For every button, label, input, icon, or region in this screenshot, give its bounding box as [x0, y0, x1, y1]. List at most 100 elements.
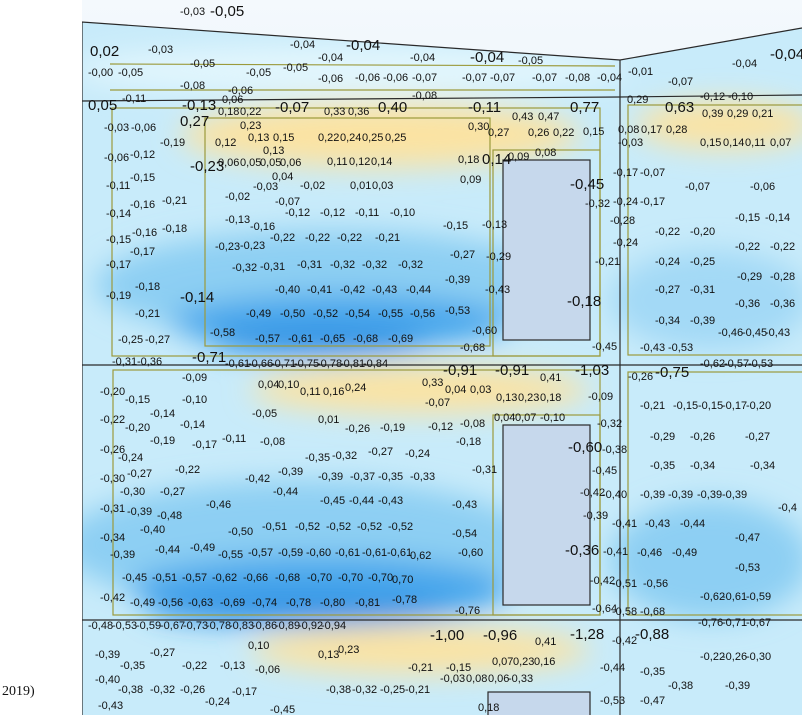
contour-value: -0,46: [206, 499, 231, 511]
contour-value: -0,27: [655, 284, 680, 296]
contour-value: -0,17: [192, 439, 217, 451]
contour-value: -0,32: [585, 198, 610, 210]
contour-value: -0,83: [229, 620, 254, 632]
contour-value: -0,24: [118, 452, 143, 464]
contour-value: -0,10: [728, 91, 753, 103]
contour-value: -0,43: [98, 700, 123, 712]
contour-value: -0,52: [357, 521, 382, 533]
contour-value: -0,56: [643, 578, 668, 590]
contour-value: -0,12: [130, 149, 155, 161]
contour-value: -0,39: [445, 274, 470, 286]
contour-value: -0,60: [458, 547, 483, 559]
contour-value: -0,71: [271, 358, 296, 370]
contour-value: -0,40: [95, 674, 120, 686]
contour-value: -0,22: [337, 232, 362, 244]
contour-value: -0,39: [722, 489, 747, 501]
contour-value: -0,45: [592, 465, 617, 477]
contour-value: -0,15: [106, 234, 131, 246]
contour-value: -0,12: [320, 207, 345, 219]
contour-value: -0,70: [368, 572, 393, 584]
contour-value: -0,78: [392, 594, 417, 606]
contour-value: -0,56: [410, 308, 435, 320]
contour-value: 0,12: [215, 137, 236, 149]
contour-value: 0,15: [273, 132, 294, 144]
contour-value: 0,13: [496, 392, 517, 404]
contour-value: -0,91: [443, 362, 477, 379]
contour-value: -0,22: [700, 651, 725, 663]
contour-value: -0,12: [428, 421, 453, 433]
contour-value: -0,48: [88, 620, 113, 632]
contour-value: -0,07: [462, 72, 487, 84]
contour-value: -0,89: [275, 620, 300, 632]
contour-value: -0,66: [248, 358, 273, 370]
contour-value: 0,13: [248, 132, 269, 144]
contour-value: 0,22: [240, 106, 261, 118]
contour-value: 0,09: [460, 174, 481, 186]
contour-value: 0,41: [540, 372, 561, 384]
contour-value: 0,27: [488, 127, 509, 139]
contour-value: -0,23: [240, 240, 265, 252]
contour-value: -0,39: [640, 489, 665, 501]
contour-value: -0,06: [228, 85, 253, 97]
contour-value: -0,57: [255, 333, 280, 345]
contour-value: -0,65: [320, 333, 345, 345]
contour-value: 0,10: [248, 640, 269, 652]
contour-value: 0,05: [240, 157, 261, 169]
contour-value: -0,10: [182, 394, 207, 406]
contour-value: -0,20: [690, 226, 715, 238]
contour-value: -0,45: [592, 341, 617, 353]
contour-value: -0,32: [352, 684, 377, 696]
window-opening: [502, 159, 591, 341]
contour-value: 0,15: [700, 137, 721, 149]
contour-value: 0,11: [300, 386, 321, 398]
contour-value: -0,26: [722, 651, 747, 663]
contour-value: -0,40: [140, 524, 165, 536]
contour-value: 0,17: [641, 124, 662, 136]
contour-value: 0,07: [515, 412, 536, 424]
contour-value: -0,39: [318, 471, 343, 483]
contour-value: -0,61: [362, 547, 387, 559]
contour-value: -0,32: [362, 259, 387, 271]
contour-value: -0,27: [450, 249, 475, 261]
contour-value: -0,19: [160, 137, 185, 149]
contour-value: -0,39: [278, 466, 303, 478]
contour-value: 0,18: [458, 154, 479, 166]
contour-value: -0,22: [175, 464, 200, 476]
contour-value: -0,22: [182, 660, 207, 672]
contour-value: -0,54: [452, 528, 477, 540]
contour-value: -0,15: [673, 400, 698, 412]
contour-value: -0,15: [443, 220, 468, 232]
contour-value: 0,21: [752, 108, 773, 120]
contour-value: -0,26: [345, 423, 370, 435]
contour-value: -0,05: [190, 58, 215, 70]
contour-value: -0,06: [255, 664, 280, 676]
contour-value: -0,07: [412, 72, 437, 84]
contour-value: -0,03: [253, 181, 278, 193]
contour-value: -0,55: [378, 308, 403, 320]
contour-value: -0,44: [406, 284, 431, 296]
contour-value: -0,35: [650, 460, 675, 472]
contour-value: -0,08: [412, 90, 437, 102]
contour-value: -0,42: [580, 487, 605, 499]
contour-value: -0,29: [650, 431, 675, 443]
contour-value: -0,78: [317, 358, 342, 370]
caption-fragment: 2019): [2, 684, 35, 699]
panel-outline: [627, 371, 802, 616]
contour-value: -1,28: [570, 626, 604, 643]
contour-value: 0,07: [492, 656, 513, 668]
contour-value: -0,31: [260, 261, 285, 273]
contour-value: -0,88: [635, 626, 669, 643]
contour-value: 0,18: [218, 106, 239, 118]
contour-value: -0,34: [100, 532, 125, 544]
contour-value: -0,43: [372, 284, 397, 296]
contour-value: 0,04: [258, 379, 279, 391]
contour-value: -0,37: [350, 471, 375, 483]
contour-value: -0,08: [260, 436, 285, 448]
contour-value: -0,70: [338, 572, 363, 584]
contour-value: -0,36: [565, 542, 599, 559]
contour-value: -0,75: [655, 364, 689, 381]
contour-value: -0,01: [628, 66, 653, 78]
contour-value: -0,09: [588, 391, 613, 403]
contour-value: -0,25: [380, 684, 405, 696]
contour-value: -0,27: [127, 468, 152, 480]
